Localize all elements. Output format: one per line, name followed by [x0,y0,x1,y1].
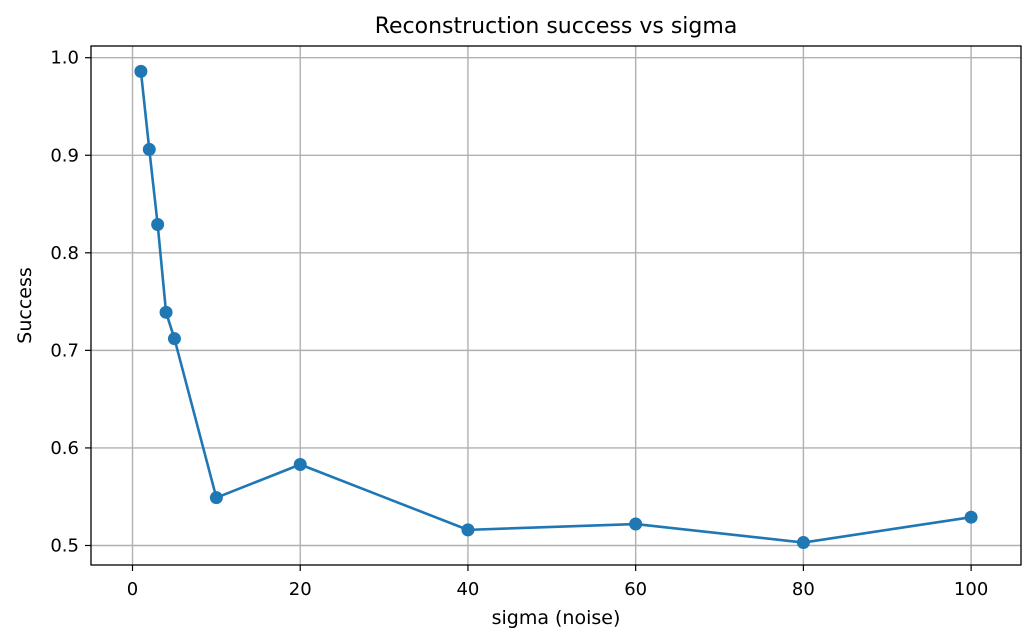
y-tick-label: 0.9 [50,145,79,166]
y-axis-label: Success [14,267,36,343]
plot-frame [90,45,1022,566]
data-point [134,64,148,78]
x-tick-label: 80 [792,579,815,600]
x-tick-label: 100 [954,579,988,600]
data-point [964,510,978,524]
x-tick-label: 60 [624,579,647,600]
x-axis-label: sigma (noise) [492,607,621,629]
x-tick-label: 0 [127,579,138,600]
x-tick-label: 40 [456,579,479,600]
data-point [629,517,643,531]
axis-ticks: 0 20 40 60 80 100 0.5 0.6 0.7 0.8 0.9 1.0 [50,48,988,600]
chart-title: Reconstruction success vs sigma [375,14,738,39]
grid [91,46,1021,565]
y-tick-label: 0.6 [50,438,79,459]
data-point [151,218,165,232]
y-tick-label: 0.8 [50,243,79,264]
y-tick-label: 0.7 [50,340,79,361]
data-point [461,523,475,537]
data-points [134,64,978,550]
data-point [293,458,307,472]
y-tick-label: 1.0 [50,48,79,69]
y-tick-label: 0.5 [50,535,79,556]
data-point [209,491,223,505]
x-tick-label: 20 [289,579,312,600]
data-point [142,142,156,156]
data-point [796,536,810,550]
data-point [159,305,173,319]
data-point [167,332,181,346]
